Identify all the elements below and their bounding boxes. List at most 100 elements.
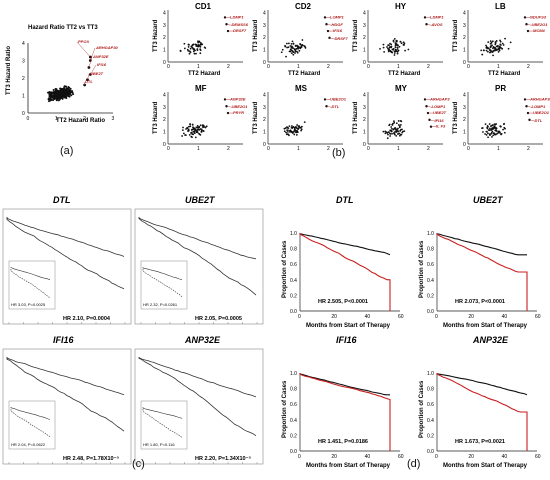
scatter-point — [283, 127, 286, 130]
subplot-ylabel: TT3 Hazard — [253, 101, 259, 134]
scatter-point — [286, 130, 289, 133]
scatter-point — [386, 46, 388, 48]
subplot-title: PR — [495, 84, 506, 93]
scatter-point — [387, 50, 390, 52]
subplot-ytick: 2 — [163, 117, 166, 123]
km-c-curve — [138, 217, 257, 260]
scatter-point — [296, 131, 299, 134]
scatter-point — [197, 45, 200, 48]
km-d-xtick: 60 — [398, 454, 404, 460]
scatter-point — [399, 40, 402, 43]
scatter-point — [192, 126, 195, 129]
scatter-point — [300, 129, 303, 132]
gene-leader — [76, 41, 91, 58]
km-c-inset-curve — [10, 267, 51, 280]
subplot-xtick: 1 — [297, 64, 300, 70]
scatter-point — [286, 129, 288, 132]
scatter-point — [70, 94, 73, 97]
scatter-point — [489, 46, 492, 49]
scatter-point — [187, 49, 190, 52]
scatter-point — [402, 41, 405, 44]
km-d-anp32e: ANP32E Proportion of Cases Months from Sta… — [419, 335, 541, 469]
km-c-inset-curve — [10, 409, 51, 437]
subplot-ytick: 2 — [363, 117, 366, 123]
scatter-point — [395, 40, 398, 43]
scatter-point — [58, 96, 61, 99]
scatter-point — [286, 42, 288, 45]
gene-label: UBE2T — [90, 71, 104, 76]
scatter-point — [192, 130, 195, 133]
subplot-ytick: 0 — [363, 60, 366, 66]
scatter-point — [195, 52, 197, 55]
subplot-ytick: 1 — [163, 48, 166, 54]
scatter-point — [494, 41, 497, 43]
km-d-ytick: 0.0 — [290, 309, 297, 315]
km-d-ube2t: UBE2T Proportion of Cases Months from Star… — [419, 195, 541, 329]
panel-a-ytick: 2 — [22, 76, 25, 82]
km-c-curve — [6, 217, 125, 257]
scatter-point — [488, 123, 491, 125]
scatter-point — [401, 131, 404, 134]
scatter-point — [303, 121, 306, 123]
scatter-point — [494, 46, 497, 49]
km-c-curve — [6, 357, 125, 396]
scatter-point — [489, 127, 491, 130]
scatter-point — [495, 127, 498, 130]
gene-label: HDGF — [332, 22, 344, 27]
scatter-point — [184, 134, 186, 136]
scatter-point — [497, 131, 500, 134]
scatter-point — [51, 92, 54, 95]
km-c-inset-curve — [10, 407, 51, 420]
scatter-point — [288, 125, 291, 128]
subplot-ytick: 3 — [163, 105, 166, 111]
panel-a-ytick: 4 — [22, 41, 25, 47]
scatter-point — [487, 47, 490, 50]
scatter-point — [499, 40, 502, 43]
subplot-cd2: CD2 0 1 2 0 1 2 3 4 TT2 Hazard TT3 Hazard LOMP1 HDGF… — [253, 2, 348, 77]
scatter-point — [486, 130, 488, 133]
gene-label: PPOX — [78, 39, 89, 44]
km-c-anp32e: ANP32E HR 1.80, P=0.116 HR 2.20, P=1.34X10… — [134, 335, 264, 465]
subplot-hy: HY 0 1 2 0 1 2 3 4 TT2 Hazard TT3 Hazard LDMP1 AVOS — [353, 2, 444, 77]
scatter-point — [286, 126, 288, 128]
scatter-point — [50, 99, 53, 102]
gene-leader — [526, 106, 532, 108]
subplot-ytick: 3 — [263, 23, 266, 29]
scatter-point — [395, 50, 398, 53]
scatter-point — [193, 131, 196, 134]
scatter-point — [399, 123, 402, 126]
scatter-point — [280, 51, 283, 54]
scatter-point — [491, 130, 494, 133]
scatter-point — [384, 130, 387, 133]
km-d-stat: HR 2.073, P<0.0001 — [455, 299, 505, 305]
scatter-point — [291, 126, 294, 129]
scatter-point — [482, 49, 485, 52]
panel-a-label: (a) — [60, 145, 74, 157]
scatter-point — [52, 96, 55, 99]
scatter-point — [485, 44, 487, 47]
scatter-point — [393, 120, 395, 123]
km-d-ytick: 0.0 — [290, 449, 297, 455]
scatter-point — [201, 43, 204, 46]
subplot-ylabel: TT3 Hazard — [453, 101, 459, 134]
scatter-point — [388, 48, 391, 51]
scatter-point — [395, 128, 397, 131]
km-d-xtick: 20 — [331, 314, 337, 320]
scatter-point — [494, 123, 497, 126]
scatter-point — [393, 121, 396, 124]
panel-c-label: (c) — [132, 458, 145, 470]
subplot-xlabel: TT2 Hazard — [288, 71, 321, 77]
scatter-point — [301, 39, 304, 41]
gene-label: IFI16 — [435, 118, 445, 123]
km-c-inset-stat: HR 2.32, P=0.0261 — [143, 302, 178, 307]
scatter-point — [499, 125, 502, 128]
scatter-point — [389, 45, 392, 48]
scatter-point — [496, 49, 498, 51]
scatter-point — [494, 43, 497, 46]
gene-label: UBE2O1 — [232, 104, 249, 109]
scatter-point — [69, 87, 72, 90]
subplot-ytick: 3 — [463, 23, 466, 29]
km-c-inset-curve — [142, 267, 183, 280]
scatter-point — [293, 48, 296, 50]
scatter-point — [293, 129, 296, 132]
